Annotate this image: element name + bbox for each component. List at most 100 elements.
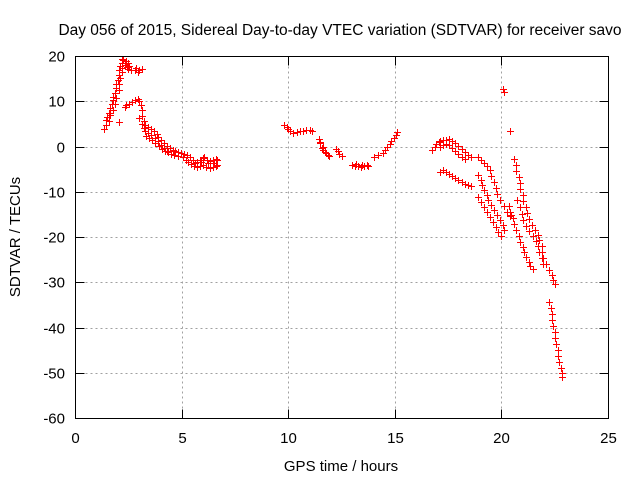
data-point	[552, 329, 559, 336]
data-point	[556, 359, 563, 366]
data-point	[125, 66, 132, 73]
data-point	[536, 249, 543, 256]
data-point	[523, 223, 530, 230]
data-point	[493, 185, 500, 192]
data-point	[498, 233, 505, 240]
data-point	[317, 139, 324, 146]
data-point	[194, 164, 201, 171]
data-point	[394, 129, 401, 136]
data-point	[559, 374, 566, 381]
grid	[75, 56, 609, 419]
data-point	[549, 311, 556, 318]
data-point	[162, 148, 169, 155]
data-point	[494, 212, 501, 219]
data-point	[181, 151, 188, 158]
data-point	[443, 141, 450, 148]
data-point	[171, 152, 178, 159]
data-point	[491, 179, 498, 186]
data-point	[139, 121, 146, 128]
data-point	[511, 156, 518, 163]
x-tick-label: 10	[280, 430, 297, 447]
data-point	[501, 227, 508, 234]
data-point	[475, 172, 482, 179]
data-point	[513, 227, 520, 234]
data-point	[459, 146, 466, 153]
data-point	[429, 147, 436, 154]
data-point	[449, 145, 456, 152]
data-point	[180, 154, 187, 161]
data-point	[384, 144, 391, 151]
data-point	[558, 365, 565, 372]
data-point	[359, 162, 366, 169]
data-point	[139, 107, 146, 114]
chart-title: Day 056 of 2015, Sidereal Day-to-day VTE…	[58, 22, 621, 39]
data-point	[497, 197, 504, 204]
x-tick-label: 20	[493, 430, 510, 447]
data-point	[517, 204, 524, 211]
x-tick-label: 15	[387, 430, 404, 447]
data-point	[211, 160, 218, 167]
data-point	[154, 131, 161, 138]
y-tick-label: -20	[43, 230, 65, 247]
data-point	[517, 239, 524, 246]
data-point	[508, 212, 515, 219]
data-point	[462, 156, 469, 163]
data-point	[214, 157, 221, 164]
data-point	[552, 281, 559, 288]
data-point	[520, 192, 527, 199]
data-point	[497, 217, 504, 224]
data-point	[365, 163, 372, 170]
data-point	[555, 353, 562, 360]
x-axis-label: GPS time / hours	[284, 458, 398, 475]
data-point	[555, 347, 562, 354]
data-point	[478, 177, 485, 184]
data-point	[112, 101, 119, 108]
y-tick-label: 0	[57, 140, 65, 157]
data-point	[200, 155, 207, 162]
data-point	[203, 164, 210, 171]
data-point	[487, 167, 494, 174]
data-point	[526, 259, 533, 266]
data-point	[141, 125, 148, 132]
y-tick-label: -50	[43, 366, 65, 383]
data-point	[213, 156, 220, 163]
data-point	[481, 204, 488, 211]
data-point	[462, 149, 469, 156]
data-point	[523, 204, 530, 211]
data-point	[552, 335, 559, 342]
data-point	[113, 95, 120, 102]
data-point	[526, 216, 533, 223]
data-point	[437, 138, 444, 145]
data-point	[136, 98, 143, 105]
data-point	[325, 152, 332, 159]
data-point	[532, 227, 539, 234]
data-point	[197, 163, 204, 170]
data-point	[349, 162, 356, 169]
data-point	[468, 183, 475, 190]
data-point	[136, 115, 143, 122]
data-point	[175, 153, 182, 160]
data-point	[462, 181, 469, 188]
data-point	[290, 130, 297, 137]
data-point	[335, 148, 342, 155]
data-point	[117, 75, 124, 82]
data-point	[478, 157, 485, 164]
data-point	[112, 90, 119, 97]
data-point	[207, 165, 214, 172]
data-point	[151, 128, 158, 135]
data-point	[309, 128, 316, 135]
y-tick-label: -60	[43, 411, 65, 428]
data-point	[530, 266, 537, 273]
data-point	[490, 219, 497, 226]
data-point	[488, 173, 495, 180]
data-point	[326, 153, 333, 160]
data-point	[205, 160, 212, 167]
data-point	[110, 107, 117, 114]
data-point	[465, 182, 472, 189]
data-point	[539, 255, 546, 262]
data-point	[116, 87, 123, 94]
data-point	[520, 198, 527, 205]
data-point	[452, 140, 459, 147]
data-point	[527, 263, 534, 270]
data-point	[529, 222, 536, 229]
